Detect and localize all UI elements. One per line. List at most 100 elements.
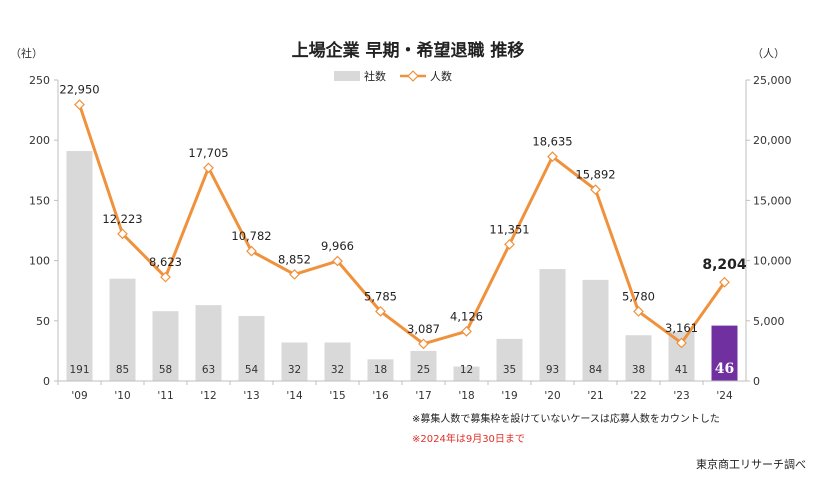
bar-value-label: 41 <box>675 364 688 376</box>
line-value-label: 10,782 <box>231 229 271 243</box>
bar-'21 <box>582 279 609 381</box>
right-axis-tick-label: 0 <box>753 375 760 388</box>
line-value-label: 11,351 <box>489 222 529 236</box>
line-layer <box>74 99 730 350</box>
bar-'15 <box>324 342 351 381</box>
line-value-label: 4,126 <box>450 309 483 323</box>
bar-value-label: 58 <box>159 364 172 376</box>
x-axis-tick-label: '21 <box>587 390 603 402</box>
legend-bar-swatch <box>334 71 360 81</box>
bar-'09 <box>66 151 93 381</box>
bar-value-label: 12 <box>460 364 473 376</box>
left-axis-tick-label: 250 <box>29 74 50 87</box>
chart-title: 上場企業 早期・希望退職 推移 <box>292 40 525 61</box>
line-point-'20 <box>547 151 558 163</box>
bar-'10 <box>109 278 136 381</box>
bar-'12 <box>195 305 222 381</box>
x-axis-tick-label: '14 <box>286 390 303 402</box>
bar-'13 <box>238 315 265 381</box>
x-axis-tick-label: '17 <box>415 390 431 402</box>
line-value-label: 9,966 <box>321 239 354 253</box>
bar-'14 <box>281 342 308 381</box>
line-value-label: 8,852 <box>278 252 311 266</box>
line-point-'23 <box>676 337 687 349</box>
bar-'17 <box>410 350 437 381</box>
x-axis-tick-label: '22 <box>630 390 646 402</box>
line-point-'24 <box>719 276 730 288</box>
x-axis-tick-label: '16 <box>372 390 389 402</box>
line-point-'16 <box>375 305 386 317</box>
line-value-label: 18,635 <box>532 135 572 149</box>
line-value-label: 3,087 <box>407 322 440 336</box>
line-point-'13 <box>246 245 257 257</box>
bar-value-label: 32 <box>331 364 344 376</box>
left-axis-tick-label: 0 <box>43 375 50 388</box>
line-point-'11 <box>160 271 171 283</box>
x-axis-tick-label: '18 <box>458 390 474 402</box>
bar-'19 <box>496 338 523 381</box>
line-point-'10 <box>117 228 128 240</box>
line-value-label: 5,785 <box>364 289 397 303</box>
x-axis-tick-label: '11 <box>157 390 173 402</box>
note-2: ※2024年は9月30日まで <box>412 432 525 445</box>
line-value-label: 8,204 <box>702 257 747 273</box>
left-axis-tick-label: 50 <box>36 315 50 328</box>
bar-value-label: 32 <box>288 364 301 376</box>
bar-value-label: 25 <box>417 364 430 376</box>
right-axis-tick-label: 10,000 <box>753 255 792 268</box>
bar-value-label: 191 <box>69 364 89 376</box>
legend-line-label: 人数 <box>430 70 452 83</box>
bar-value-label: 46 <box>715 361 734 377</box>
line-value-label: 12,223 <box>102 212 142 226</box>
bar-value-label: 85 <box>116 364 129 376</box>
x-axis-tick-label: '12 <box>200 390 216 402</box>
bar-'16 <box>367 359 394 381</box>
bar-'24 <box>711 325 738 381</box>
line-point-'21 <box>590 184 601 196</box>
line-series <box>78 104 726 346</box>
left-axis-tick-label: 100 <box>29 255 50 268</box>
bar-'11 <box>152 311 179 381</box>
line-point-'19 <box>504 238 515 250</box>
line-point-'14 <box>289 269 300 280</box>
x-axis-tick-label: '20 <box>544 390 560 402</box>
x-axis-tick-label: '13 <box>243 390 259 402</box>
line-point-'12 <box>203 162 214 174</box>
x-axis-tick-label: '23 <box>673 390 689 402</box>
bar-value-label: 18 <box>374 364 387 376</box>
bar-value-label: 35 <box>503 364 516 376</box>
line-point-'09 <box>74 99 85 111</box>
bar-'22 <box>625 335 652 381</box>
legend-line-marker <box>407 70 419 82</box>
line-point-'22 <box>633 306 644 317</box>
bar-value-label: 63 <box>202 364 215 376</box>
bar-value-label: 93 <box>546 364 559 376</box>
legend: 社数 人数 <box>334 69 452 83</box>
bar-value-label: 54 <box>245 364 259 376</box>
bar-value-label: 38 <box>632 364 645 376</box>
line-value-label: 15,892 <box>575 168 615 182</box>
labels-layer: 191 85 58 63 54 32 32 18 25 12 35 93 84 38 41 46 22,950 1… <box>59 83 747 377</box>
line-value-label: 22,950 <box>59 83 99 97</box>
line-value-label: 8,623 <box>149 255 182 269</box>
x-axis-tick-label: '15 <box>329 390 345 402</box>
x-axis-tick-label: '24 <box>716 390 733 402</box>
x-axis-tick-label: '19 <box>501 390 517 402</box>
bar-'18 <box>453 366 480 381</box>
left-axis-tick-label: 150 <box>29 194 50 207</box>
line-point-'15 <box>332 255 343 267</box>
line-value-label: 3,161 <box>665 321 698 335</box>
bar-value-label: 84 <box>589 364 603 376</box>
right-axis-unit: （人） <box>752 47 785 60</box>
x-axis-tick-label: '09 <box>71 390 87 402</box>
source-credit: 東京商工リサーチ調べ <box>696 457 806 471</box>
left-axis-tick-label: 200 <box>29 134 50 147</box>
left-axis-unit: （社） <box>10 46 43 60</box>
right-axis-tick-label: 15,000 <box>753 194 792 207</box>
right-axis-tick-label: 5,000 <box>753 315 785 328</box>
legend-bar-label: 社数 <box>364 69 386 83</box>
line-point-'18 <box>461 325 472 337</box>
axes-layer: 0 50 100 150 200 250 0 5,000 10,000 15,000 20,000 2… <box>29 74 792 402</box>
x-axis-tick-label: '10 <box>114 390 130 402</box>
